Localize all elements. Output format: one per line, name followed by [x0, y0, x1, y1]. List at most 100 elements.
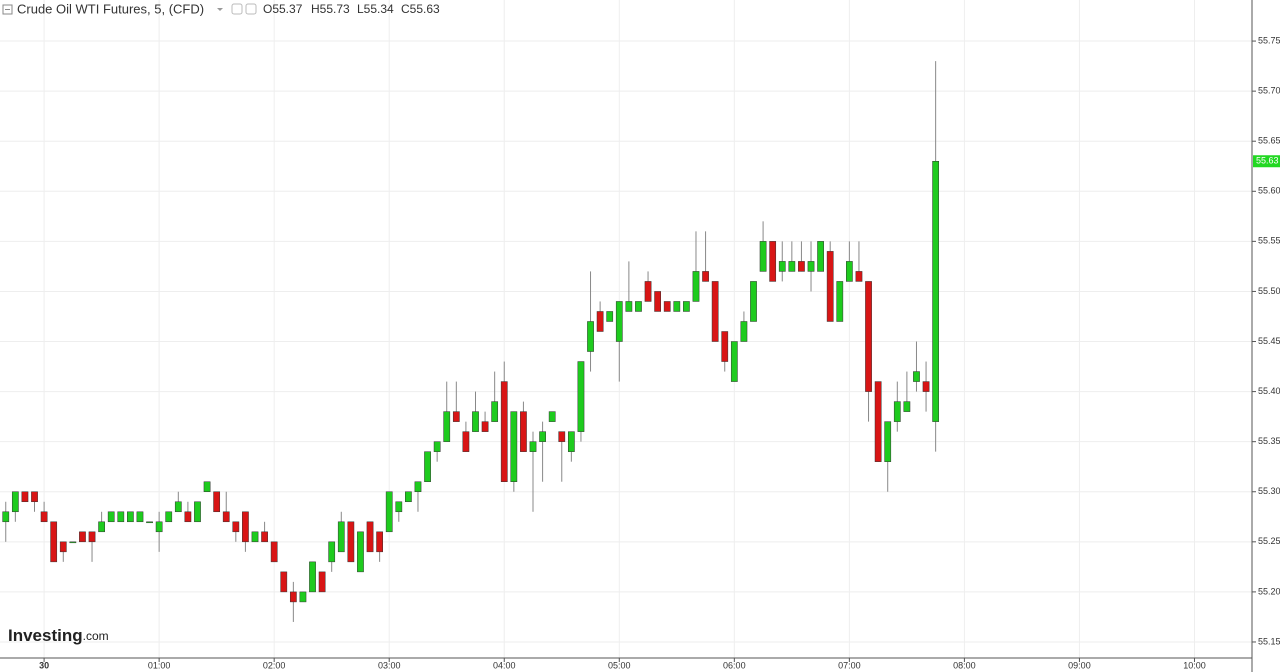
- candle-body: [740, 321, 748, 342]
- candle-body: [491, 401, 499, 422]
- candle-body: [663, 301, 671, 312]
- candle-body: [347, 521, 355, 563]
- candle-body: [261, 531, 268, 543]
- candle-body: [529, 441, 537, 452]
- candle-body: [798, 261, 805, 272]
- last-price-tag: [1253, 155, 1280, 168]
- candle-body: [855, 271, 863, 282]
- y-tick-label: 55.30: [1258, 486, 1280, 496]
- candle-body: [874, 381, 882, 462]
- candle-body: [165, 511, 173, 523]
- y-tick-label: 55.45: [1258, 336, 1280, 346]
- close-icon[interactable]: [245, 3, 257, 15]
- candle-body: [759, 241, 767, 272]
- candle-body: [606, 311, 614, 322]
- candle-body: [558, 431, 566, 442]
- candle-body: [510, 411, 518, 482]
- candle-body: [481, 421, 489, 432]
- candle-body: [520, 411, 527, 452]
- candles: [2, 61, 940, 622]
- candle-body: [548, 411, 556, 422]
- candle-body: [366, 521, 374, 553]
- candle-body: [50, 521, 58, 563]
- candle-body: [673, 301, 681, 312]
- low-value: L55.34: [357, 2, 394, 16]
- candle-body: [289, 591, 297, 603]
- y-tick-label: 55.25: [1258, 536, 1280, 546]
- candle-body: [31, 491, 38, 503]
- candle-body: [702, 271, 709, 282]
- candle-body: [596, 311, 604, 332]
- candle-body: [769, 241, 777, 282]
- candle-body: [357, 531, 364, 573]
- candle-body: [232, 521, 240, 533]
- candle-body: [644, 281, 652, 302]
- logo-main: Investing: [8, 626, 83, 645]
- candle-body: [385, 491, 393, 533]
- y-tick-label: 55.65: [1258, 136, 1280, 146]
- candle-body: [587, 321, 594, 352]
- high-value: H55.73: [311, 2, 350, 16]
- candle-body: [539, 431, 546, 442]
- candle-body: [932, 160, 940, 422]
- candle-body: [2, 511, 10, 523]
- x-tick-label: 07:00: [838, 660, 861, 670]
- candle-body: [500, 381, 508, 482]
- candle-body: [309, 561, 316, 593]
- logo: Investing.com: [8, 626, 109, 645]
- settings-icon[interactable]: [231, 3, 243, 15]
- candle-body: [222, 511, 230, 523]
- candle-body: [98, 521, 105, 533]
- candle-body: [203, 481, 211, 492]
- candle-body: [107, 511, 115, 523]
- candle-body: [472, 411, 479, 432]
- candle-body: [69, 541, 77, 544]
- candle-body: [280, 571, 288, 593]
- x-tick-label: 05:00: [608, 660, 631, 670]
- candle-body: [452, 411, 460, 422]
- candle-body: [299, 591, 307, 603]
- candle-body: [127, 511, 134, 523]
- x-tick-label: 06:00: [723, 660, 746, 670]
- candle-body: [79, 531, 86, 543]
- candle-body: [826, 251, 834, 322]
- candle-body: [21, 491, 29, 503]
- candle-body: [194, 501, 201, 523]
- candle-body: [136, 511, 144, 523]
- candle-body: [922, 381, 930, 392]
- y-tick-label: 55.75: [1258, 35, 1280, 45]
- logo-suffix: .com: [83, 629, 109, 643]
- x-tick-label: 30: [39, 660, 49, 670]
- candle-body: [443, 411, 451, 442]
- candle-body: [865, 281, 872, 392]
- y-tick-label: 55.70: [1258, 86, 1280, 96]
- x-tick-label: 09:00: [1068, 660, 1091, 670]
- candle-body: [778, 261, 786, 272]
- candle-body: [328, 541, 336, 563]
- grid: [0, 0, 1252, 658]
- candle-body: [184, 511, 192, 523]
- candle-body: [635, 301, 642, 312]
- collapse-icon[interactable]: [2, 4, 13, 15]
- x-tick-label: 10:00: [1183, 660, 1206, 670]
- candle-body: [40, 511, 48, 523]
- y-tick-label: 55.35: [1258, 436, 1280, 446]
- x-tick-label: 08:00: [953, 660, 976, 670]
- dropdown-arrow[interactable]: [217, 8, 223, 11]
- candle-body: [376, 531, 383, 553]
- candle-body: [807, 261, 815, 272]
- candle-body: [462, 431, 470, 452]
- candle-body: [146, 521, 153, 524]
- candle-body: [750, 281, 757, 322]
- y-tick-label: 55.40: [1258, 386, 1280, 396]
- candle-body: [893, 401, 901, 422]
- candle-body: [913, 371, 920, 382]
- candle-body: [615, 301, 623, 342]
- candle-body: [846, 261, 853, 282]
- candle-body: [433, 441, 441, 452]
- candle-body: [884, 421, 892, 462]
- candle-body: [730, 341, 738, 382]
- x-tick-label: 02:00: [263, 660, 286, 670]
